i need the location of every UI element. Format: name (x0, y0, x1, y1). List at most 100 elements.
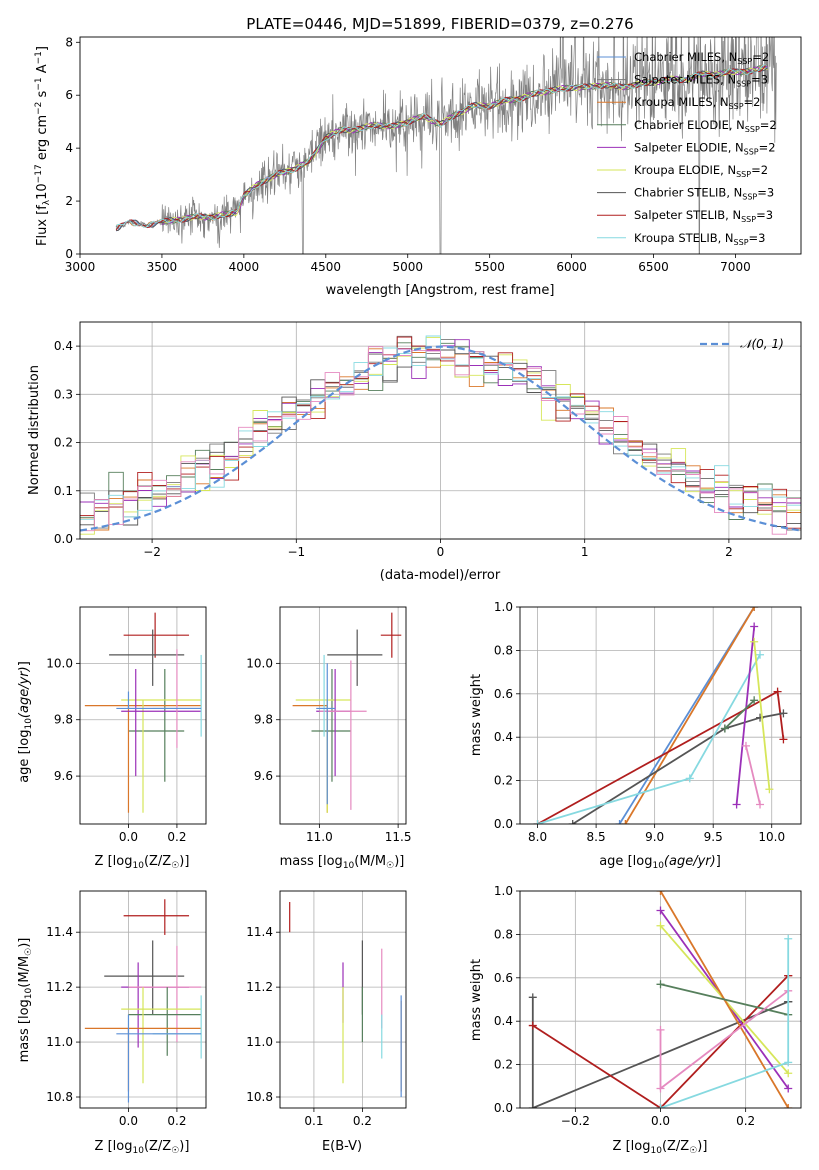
y-tick-label: 10.8 (246, 1090, 273, 1104)
y-tick-label: 11.0 (246, 1035, 273, 1049)
weight-line-kroupa_miles (624, 607, 755, 824)
axes-frame (519, 606, 802, 825)
weight-marker (528, 1021, 537, 1030)
axes-frame (279, 890, 407, 1109)
plot-area (520, 607, 801, 824)
x-tick-label: 10.0 (758, 830, 785, 844)
y-tick-label: 11.4 (246, 925, 273, 939)
x-tick-label: 1 (581, 545, 589, 559)
x-tick-label: 0.0 (119, 830, 138, 844)
weight-marker (656, 906, 665, 915)
weight-marker (750, 696, 759, 705)
weight-marker (773, 687, 782, 696)
model-kroupa_stelib (115, 64, 768, 229)
y-tick-label: 0.6 (494, 971, 513, 985)
weight-marker (784, 1104, 793, 1108)
weight-age-ylabel: mass weight (469, 674, 484, 756)
weight-line-chabrier_stelib (531, 997, 789, 1108)
age-z-xlabel: Z [log10(Z/Z☉)] (95, 854, 190, 871)
x-tick-label: 0.0 (119, 1114, 138, 1128)
weight-marker (765, 785, 774, 794)
weight-marker (750, 637, 759, 646)
errorbar-group (84, 612, 202, 813)
y-tick-label: 10.0 (46, 656, 73, 670)
x-tick-label: 0.2 (167, 1114, 186, 1128)
legend-label: Salpeter STELIB, NSSP=3 (634, 208, 773, 224)
x-tick-label: 11.0 (306, 830, 333, 844)
x-tick-label: 0.2 (353, 1114, 372, 1128)
mass-vs-ebv-panel: 0.1 0.2 10.8 11.0 11.2 11.4 (246, 890, 407, 1128)
residuals-ylabel: Normed distribution (27, 365, 42, 495)
y-tick-label: 8 (65, 35, 73, 49)
y-tick-label: 0 (65, 247, 73, 261)
weight-marker (685, 774, 694, 783)
weight-series-group (533, 607, 788, 824)
hist-group (80, 335, 801, 535)
weight-line-salpeter_stelib (532, 974, 789, 1108)
y-tick-label: 10.0 (246, 656, 273, 670)
x-tick-label: 2 (725, 545, 733, 559)
weight-marker (656, 1025, 665, 1034)
y-tick-label: 0.0 (54, 532, 73, 546)
errorbar-group (292, 612, 402, 813)
weight-vs-metallicity-panel: −0.2 0.0 0.2 0.0 0.2 0.4 0.6 0.8 1.0 (494, 884, 802, 1128)
residuals-panel: −2 −1 0 1 2 0.0 0.1 0.2 0.3 0.4 𝒩(0, 1) (54, 321, 802, 559)
plot-area (280, 607, 406, 824)
y-tick-label: 1.0 (494, 600, 513, 614)
mass-ebv-xlabel: E(B-V) (322, 1139, 362, 1154)
weight-marker (741, 741, 750, 750)
x-tick-label: 4500 (311, 260, 342, 274)
legend-label: Chabrier STELIB, NSSP=3 (634, 186, 774, 202)
y-tick-label: 0.8 (494, 927, 513, 941)
weight-marker (533, 820, 542, 824)
y-tick-label: 6 (65, 88, 73, 102)
x-tick-label: −1 (287, 545, 305, 559)
y-tick-label: 0.4 (494, 730, 513, 744)
axes-frame (79, 36, 802, 255)
y-tick-label: 0.2 (494, 1058, 513, 1072)
axes-frame (79, 321, 802, 540)
x-tick-label: 3000 (65, 260, 96, 274)
y-tick-label: 0.8 (494, 643, 513, 657)
weight-marker (784, 1069, 793, 1078)
weight-marker (750, 607, 759, 611)
observed-spectrum (115, 37, 777, 254)
y-tick-label: 10.8 (46, 1090, 73, 1104)
axes-frame (79, 890, 207, 1109)
y-tick-label: 0.3 (54, 387, 73, 401)
y-tick-label: 2 (65, 194, 73, 208)
weight-marker (784, 1084, 793, 1093)
x-tick-label: 5500 (474, 260, 505, 274)
x-tick-label: 0.2 (167, 830, 186, 844)
x-tick-label: 9.5 (704, 830, 723, 844)
x-tick-label: 8.0 (528, 830, 547, 844)
y-tick-label: 0.4 (494, 1014, 513, 1028)
errorbar-group (84, 899, 202, 1103)
y-tick-label: 0.2 (494, 774, 513, 788)
age-vs-mass-panel: 11.0 11.5 9.6 9.8 10.0 (246, 606, 411, 844)
weight-marker (756, 650, 765, 659)
y-tick-label: 0.0 (494, 817, 513, 831)
weight-z-ylabel: mass weight (469, 959, 484, 1041)
y-tick-label: 9.6 (54, 769, 73, 783)
weight-marker (732, 800, 741, 809)
x-tick-label: −0.2 (561, 1114, 590, 1128)
x-tick-label: 5000 (392, 260, 423, 274)
y-tick-label: 9.8 (54, 713, 73, 727)
x-tick-label: 0 (437, 545, 445, 559)
weight-marker (656, 980, 665, 989)
y-tick-label: 11.2 (46, 980, 73, 994)
x-tick-label: 7000 (720, 260, 751, 274)
x-tick-label: 0.1 (304, 1114, 323, 1128)
weight-marker (528, 1104, 537, 1108)
weight-marker (779, 709, 788, 718)
x-tick-label: 6500 (638, 260, 669, 274)
weight-line-kroupa_elodie (753, 641, 771, 790)
spectrum-xlabel: wavelength [Angstrom, rest frame] (326, 283, 555, 298)
weight-marker (779, 735, 788, 744)
y-tick-label: 11.4 (46, 925, 73, 939)
y-tick-label: 4 (65, 141, 73, 155)
y-tick-label: 0.2 (54, 436, 73, 450)
spectrum-series-group (115, 37, 777, 254)
weight-marker (784, 934, 793, 943)
